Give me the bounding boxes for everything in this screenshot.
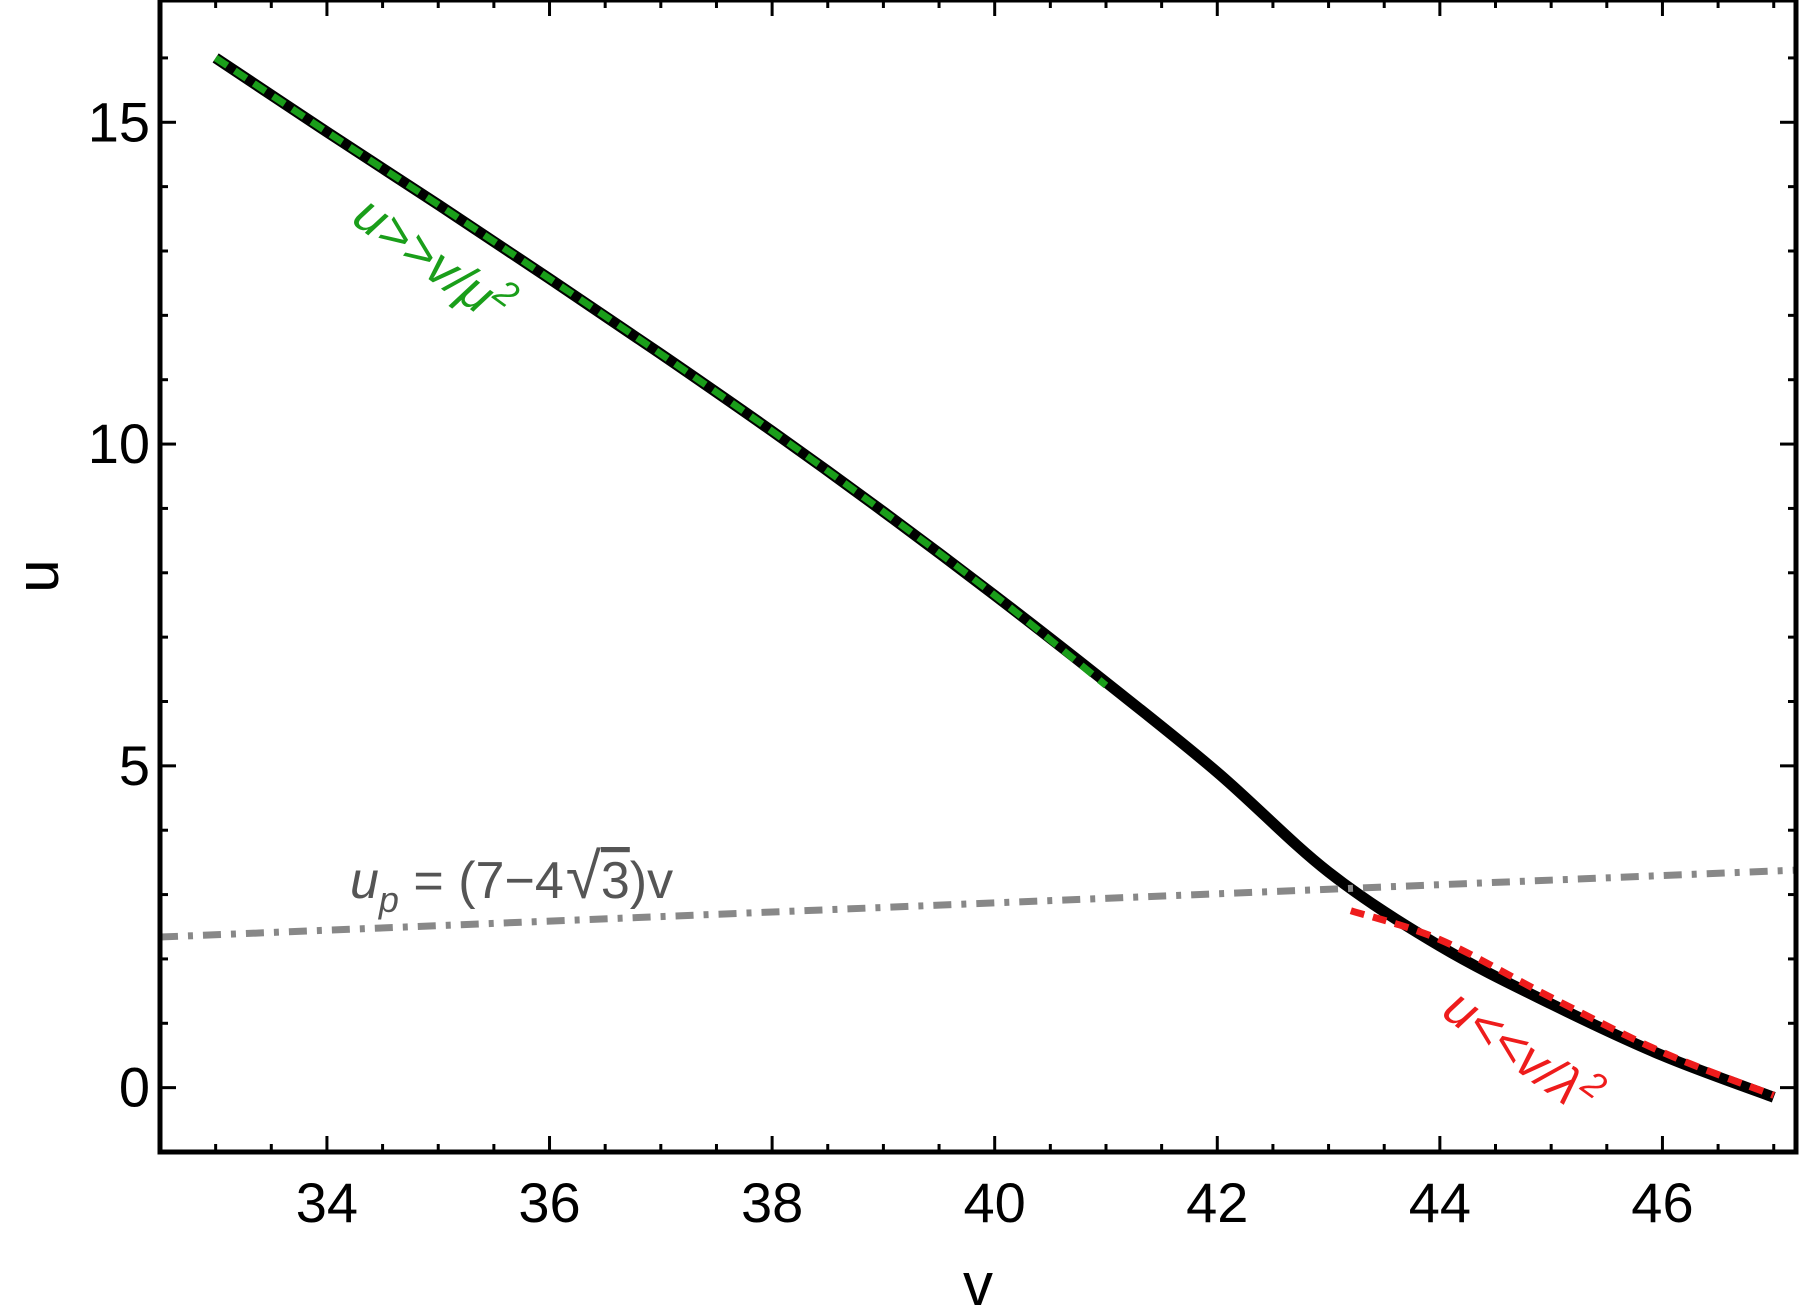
x-tick-label: 36 (518, 1171, 580, 1234)
annotation-gray-eq: = (7−4 (399, 852, 564, 910)
annotation-gray-radicand: 3 (601, 852, 630, 910)
x-tick-label: 38 (741, 1171, 803, 1234)
annotation-red-main: u<<v/λ (1433, 978, 1593, 1116)
annotation-gray-tail: )v (630, 852, 673, 910)
x-tick-label: 46 (1631, 1171, 1693, 1234)
plot-frame (157, 0, 1799, 1155)
annotation-gray-u: u (350, 852, 379, 910)
x-tick-label: 42 (1186, 1171, 1248, 1234)
series-small-u-approx (1349, 907, 1776, 1099)
annotation-green-main: u>>v/μ (343, 185, 505, 325)
annotation-gray-sub: p (378, 879, 399, 920)
y-tick-label: 5 (119, 734, 150, 797)
y-axis-title: u (4, 559, 71, 592)
svg-text:up = (7−4√3)v: up = (7−4√3)v (350, 840, 673, 920)
x-tick-label: 40 (964, 1171, 1026, 1234)
series-up-line (160, 866, 1796, 941)
x-tick-label: 44 (1409, 1171, 1471, 1234)
series-large-u-approx (213, 55, 1109, 689)
annotation-gray-sqrt: √ (566, 840, 602, 912)
x-tick-label: 34 (296, 1171, 358, 1234)
x-axis-title: v (963, 1251, 993, 1314)
annotation-gray: up = (7−4√3)v (350, 840, 673, 920)
y-tick-label: 10 (88, 412, 150, 475)
y-tick-label: 0 (119, 1056, 150, 1119)
y-tick-label: 15 (88, 90, 150, 153)
